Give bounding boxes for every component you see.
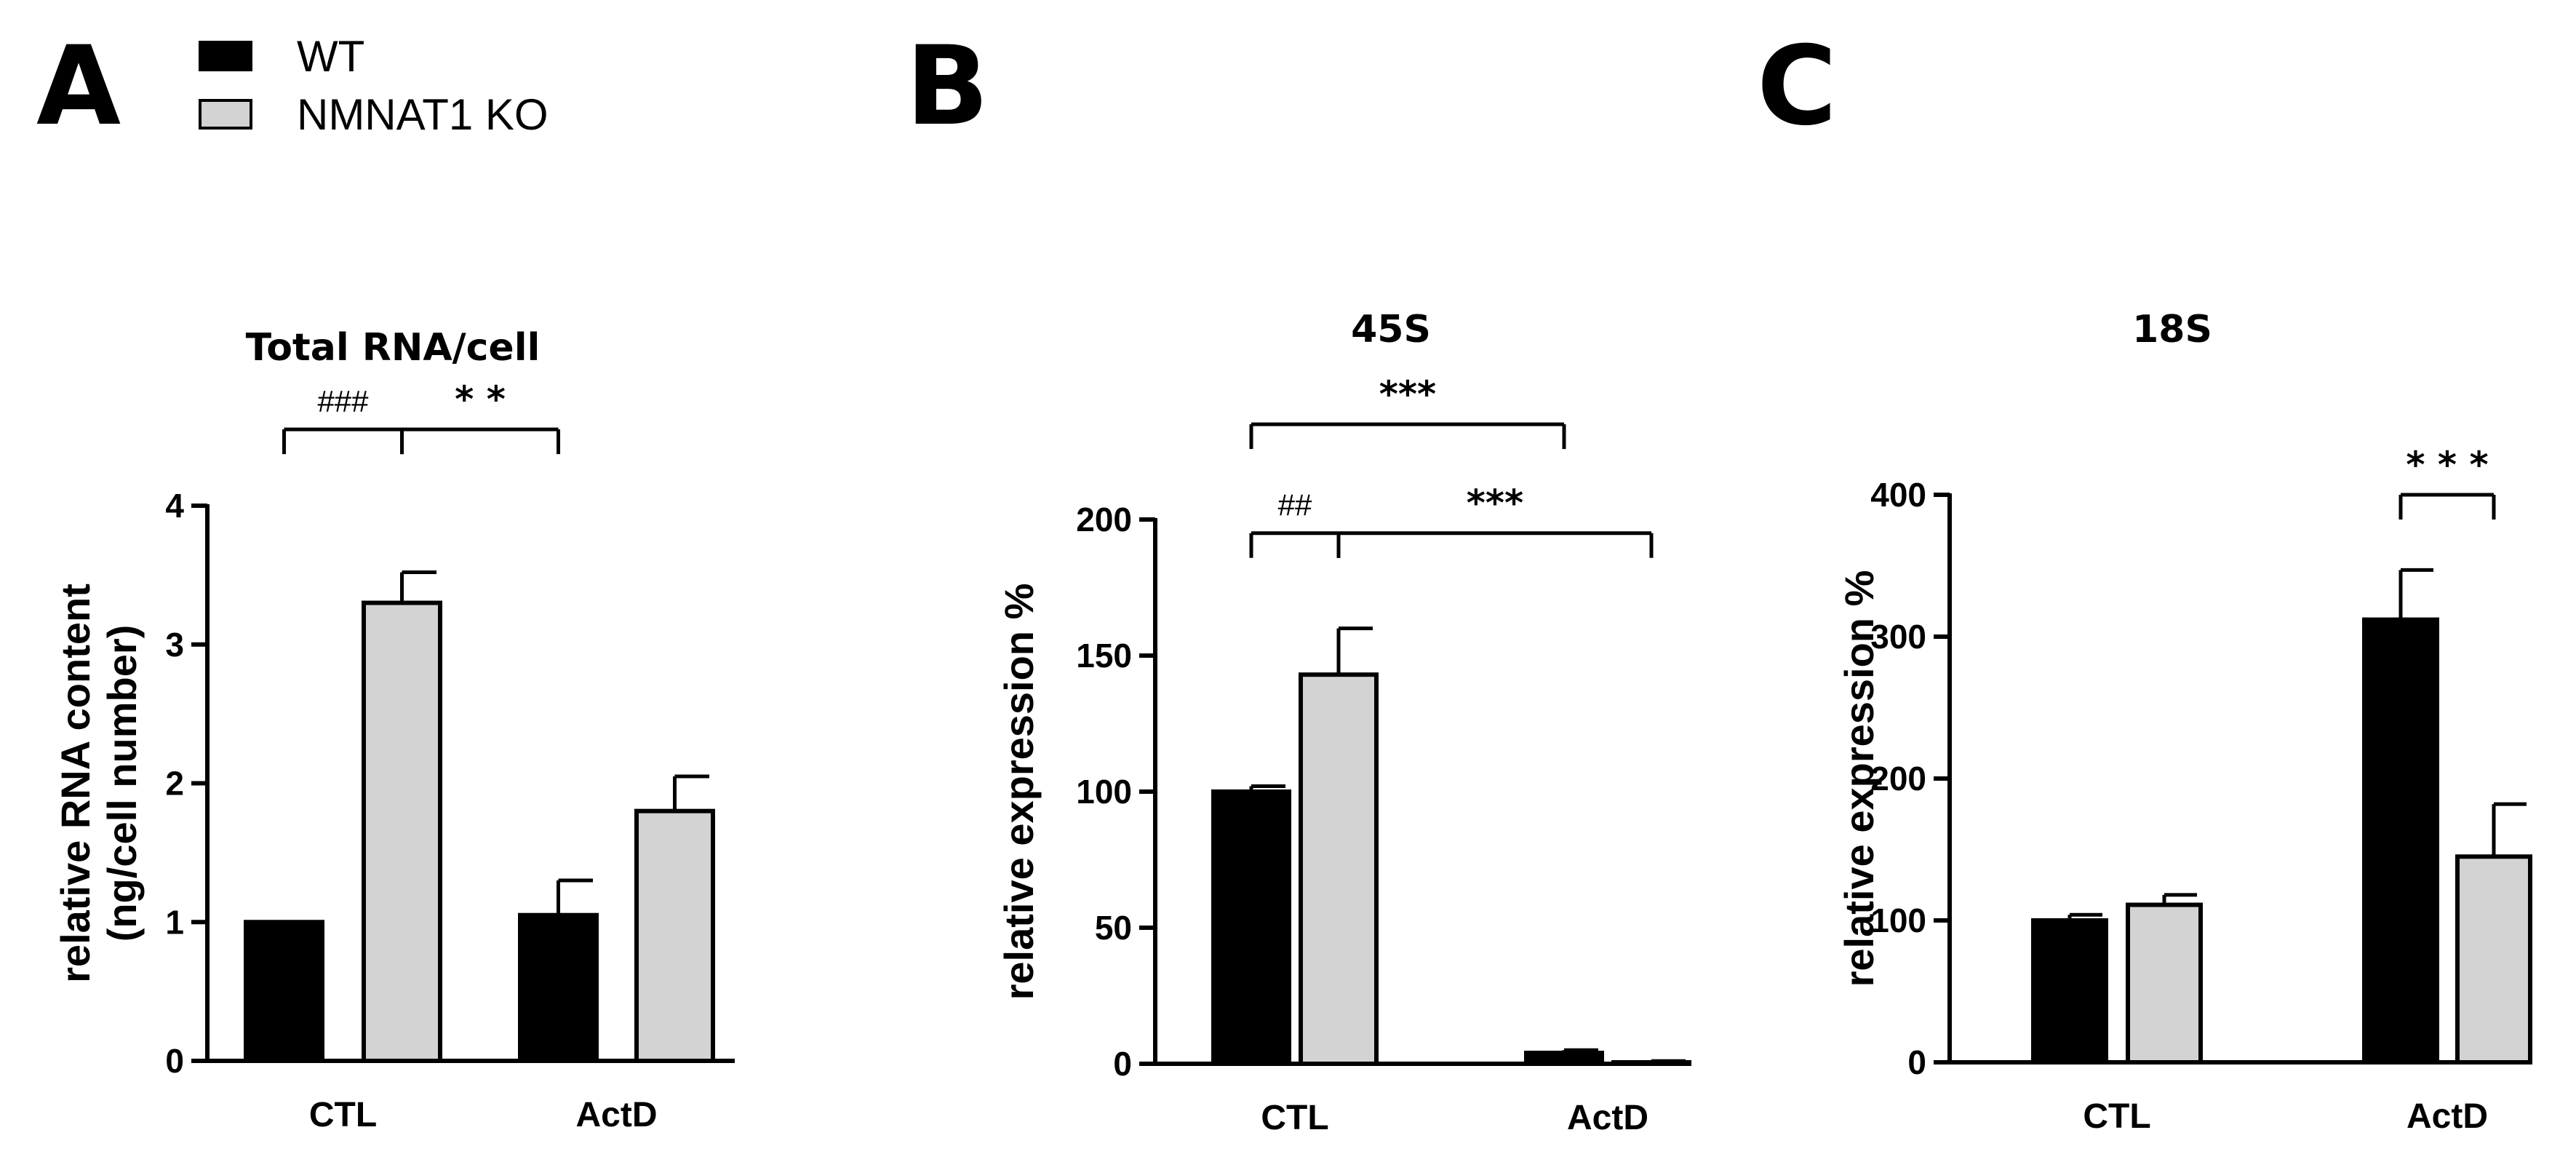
bar bbox=[1299, 672, 1379, 1066]
x-tick-label: ActD bbox=[1567, 1099, 1648, 1137]
legend-swatch-wt bbox=[199, 41, 252, 71]
panel-letter-a: A bbox=[36, 23, 121, 150]
significance-label: * * * bbox=[2406, 444, 2488, 486]
bar bbox=[518, 912, 599, 1064]
chart-18s: 18S 0 100 200 300 400 relative expression % CT… bbox=[1836, 308, 2532, 1136]
chart-title: 18S bbox=[2132, 308, 2212, 351]
y-tick-label: 300 bbox=[1870, 618, 1926, 656]
y-tick-label: 150 bbox=[1076, 637, 1132, 674]
x-tick-label: ActD bbox=[2406, 1097, 2488, 1136]
x-tick-label: CTL bbox=[309, 1096, 377, 1134]
bar bbox=[2455, 854, 2532, 1064]
bar bbox=[1611, 1060, 1691, 1066]
bar bbox=[1524, 1051, 1604, 1067]
significance-label: *** bbox=[1379, 373, 1436, 415]
significance-label: *** bbox=[1467, 482, 1523, 525]
y-tick-label: 50 bbox=[1095, 909, 1132, 947]
significance-label: ## bbox=[1278, 488, 1312, 522]
y-tick-label: 1 bbox=[165, 903, 184, 941]
y-tick-label: 2 bbox=[165, 765, 184, 803]
x-tick-label: CTL bbox=[2083, 1097, 2150, 1136]
chart-45s: 45S 0 50 100 150 200 relative expression % CTL… bbox=[996, 308, 1691, 1137]
bar bbox=[1211, 789, 1291, 1066]
chart-total-rna: Total RNA/cell 0 1 2 3 4 relative RNA content… bbox=[52, 326, 735, 1134]
y-tick-label: 100 bbox=[1076, 773, 1132, 811]
legend-label-wt: WT bbox=[297, 32, 364, 81]
significance-label: * * bbox=[455, 378, 506, 421]
y-tick-label: 200 bbox=[1076, 501, 1132, 538]
bar bbox=[362, 600, 442, 1063]
legend: WT NMNAT1 KO bbox=[199, 32, 549, 139]
y-tick-label: 4 bbox=[165, 487, 184, 525]
panel-letter-c: C bbox=[1757, 23, 1837, 150]
bar bbox=[634, 808, 715, 1064]
y-tick-label: 0 bbox=[1113, 1045, 1132, 1083]
chart-title: 45S bbox=[1351, 308, 1431, 351]
y-tick-label: 3 bbox=[165, 626, 184, 664]
bar bbox=[2126, 902, 2203, 1065]
y-tick-label: 0 bbox=[165, 1042, 184, 1080]
x-tick-label: ActD bbox=[575, 1096, 657, 1134]
legend-swatch-ko bbox=[199, 99, 252, 130]
bar bbox=[244, 920, 324, 1063]
y-tick-label: 0 bbox=[1907, 1043, 1926, 1081]
y-axis-label: relative expression % bbox=[1836, 570, 1882, 987]
significance-label: ### bbox=[317, 384, 369, 418]
y-axis-label: (ng/cell number) bbox=[99, 625, 145, 942]
legend-label-ko: NMNAT1 KO bbox=[297, 90, 549, 139]
bar bbox=[2362, 617, 2439, 1064]
bar bbox=[2031, 918, 2108, 1064]
y-axis-label: relative RNA content bbox=[52, 584, 98, 983]
y-axis-label: relative expression % bbox=[996, 584, 1042, 1000]
panel-letter-b: B bbox=[906, 23, 989, 150]
chart-title: Total RNA/cell bbox=[246, 326, 541, 370]
y-tick-label: 400 bbox=[1870, 476, 1926, 514]
x-tick-label: CTL bbox=[1261, 1099, 1328, 1137]
y-tick-label: 100 bbox=[1870, 902, 1926, 939]
y-tick-label: 200 bbox=[1870, 760, 1926, 797]
